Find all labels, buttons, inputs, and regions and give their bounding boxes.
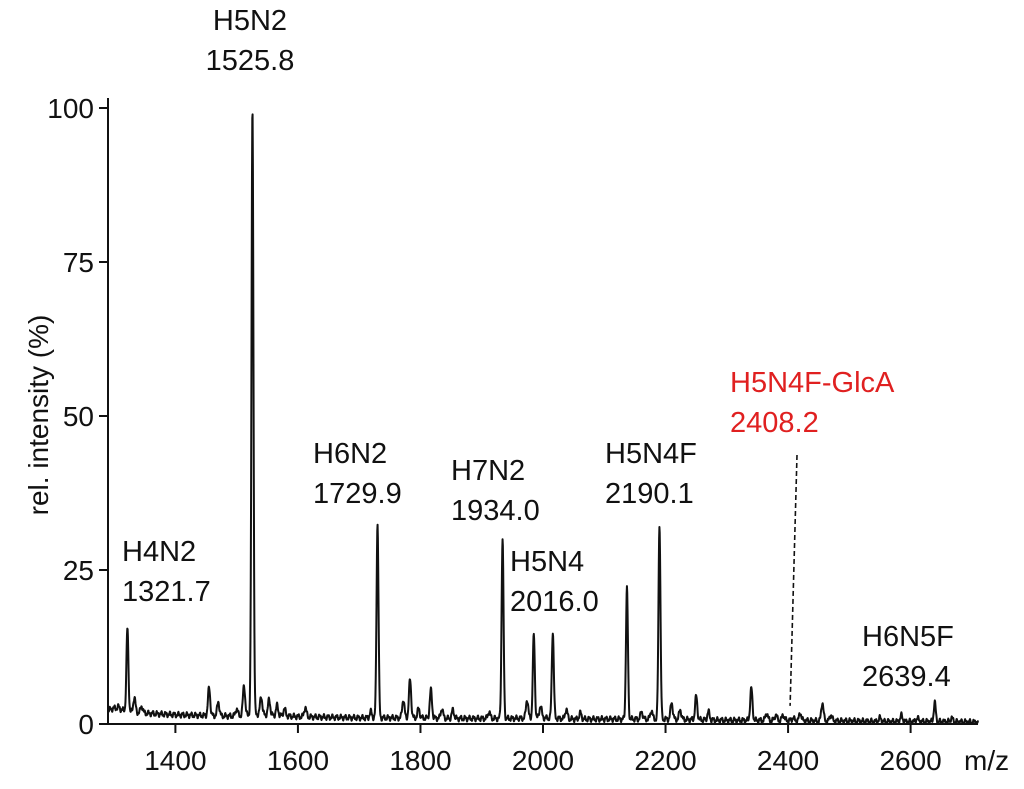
y-tick-label: 75 xyxy=(63,247,94,278)
peak-label-composition: H7N2 xyxy=(451,455,525,487)
peak-leader-line xyxy=(789,454,798,706)
x-tick-label: 1600 xyxy=(267,745,329,776)
peak-label-mz: 2408.2 xyxy=(730,407,819,439)
x-tick-label: 2200 xyxy=(634,745,696,776)
y-ticks: 0 25 50 75 100 xyxy=(47,93,108,740)
peak-label-composition: H6N5F xyxy=(862,621,954,653)
y-tick-label: 100 xyxy=(47,93,94,124)
x-tick-label: 1400 xyxy=(144,745,206,776)
x-axis-label: m/z xyxy=(964,745,1009,776)
x-ticks: 1400 1600 1800 2000 2200 2400 2600 xyxy=(144,724,942,776)
peak-labels: H4N2 1321.7 H5N2 1525.8 H6N2 1729.9 H7N2 1934.0… xyxy=(122,5,954,706)
peak-label-composition: H5N4F-GlcA xyxy=(730,367,895,399)
peak-label-composition: H5N2 xyxy=(213,5,287,37)
spectrum-trace xyxy=(107,113,979,725)
axes-layer xyxy=(107,98,978,725)
y-axis-label: rel. intensity (%) xyxy=(23,315,54,516)
peak-label-mz: 1525.8 xyxy=(206,45,295,77)
peak-label-mz: 2639.4 xyxy=(862,661,951,693)
peak-label-composition: H5N4F xyxy=(605,438,697,470)
x-tick-label: 2000 xyxy=(512,745,574,776)
peak-label-composition: H5N4 xyxy=(510,546,584,578)
peak-label-mz: 2016.0 xyxy=(510,586,599,618)
peak-label-composition: H4N2 xyxy=(122,536,196,568)
y-tick-label: 25 xyxy=(63,555,94,586)
x-tick-label: 1800 xyxy=(389,745,451,776)
y-tick-label: 50 xyxy=(63,401,94,432)
peak-label-composition: H6N2 xyxy=(313,438,387,470)
peak-label-mz: 1729.9 xyxy=(313,478,402,510)
peak-label-mz: 1321.7 xyxy=(122,576,211,608)
x-tick-label: 2600 xyxy=(879,745,941,776)
x-tick-label: 2400 xyxy=(757,745,819,776)
peak-label-mz: 1934.0 xyxy=(451,495,540,527)
y-tick-label: 0 xyxy=(78,709,94,740)
spectrum-layer xyxy=(107,113,979,725)
peak-label-mz: 2190.1 xyxy=(605,478,694,510)
